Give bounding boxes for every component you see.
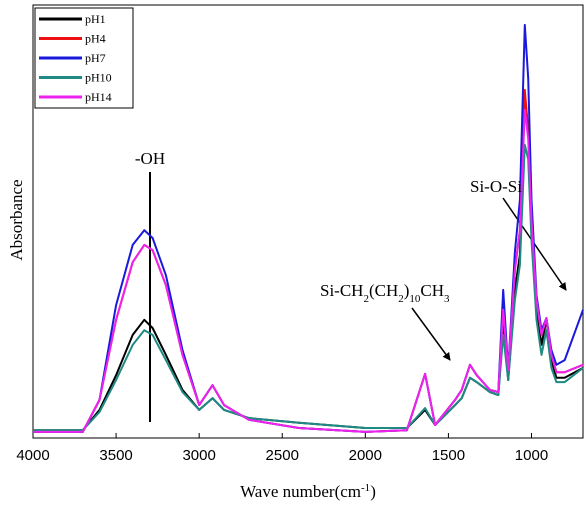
legend-label: pH4 [85,32,106,46]
annotation-part: Si-CH [320,281,363,300]
legend-label: pH14 [85,90,112,104]
annotation: -OH [135,149,165,168]
legend-label: pH7 [85,51,106,65]
plot-frame [32,4,584,439]
annotation: Si-O-Si [470,177,522,196]
annotation-part: 2 [363,293,369,305]
x-tick-label: 2000 [349,447,382,464]
annotation-part: CH [420,281,444,300]
y-axis-label: Absorbance [7,179,26,260]
annotation-part: ) [404,281,410,300]
x-tick-label: 3000 [182,447,215,464]
annotation-part: Si-O-Si [470,177,522,196]
annotation-part: 3 [444,293,450,305]
series-line [33,143,584,432]
arrow [411,307,451,361]
x-label-part: -1 [361,482,370,494]
annotation-part: 10 [409,293,421,305]
x-axis-label: Wave number(cm-1) [240,482,376,501]
x-tick-label: 1500 [432,447,465,464]
annotation-part: 2 [398,293,404,305]
x-label-part: Wave number(cm [240,482,361,501]
plot-layer: 4000 3500 3000 2500 2000 1500 1000 Wave number(… [7,7,584,501]
x-label-part: ) [370,482,376,501]
annotation-part: -OH [135,149,165,168]
x-tick-label: 4000 [16,447,49,464]
x-tick-label: 2500 [266,447,299,464]
annotation: Si-CH2(CH2)10CH3 [320,281,450,305]
x-tick-label: 3500 [99,447,132,464]
legend-label: pH1 [85,12,106,26]
x-tick-label: 1000 [515,447,548,464]
series-line [33,108,584,433]
legend-label: pH10 [85,71,112,85]
annotation-part: (CH [369,281,398,300]
